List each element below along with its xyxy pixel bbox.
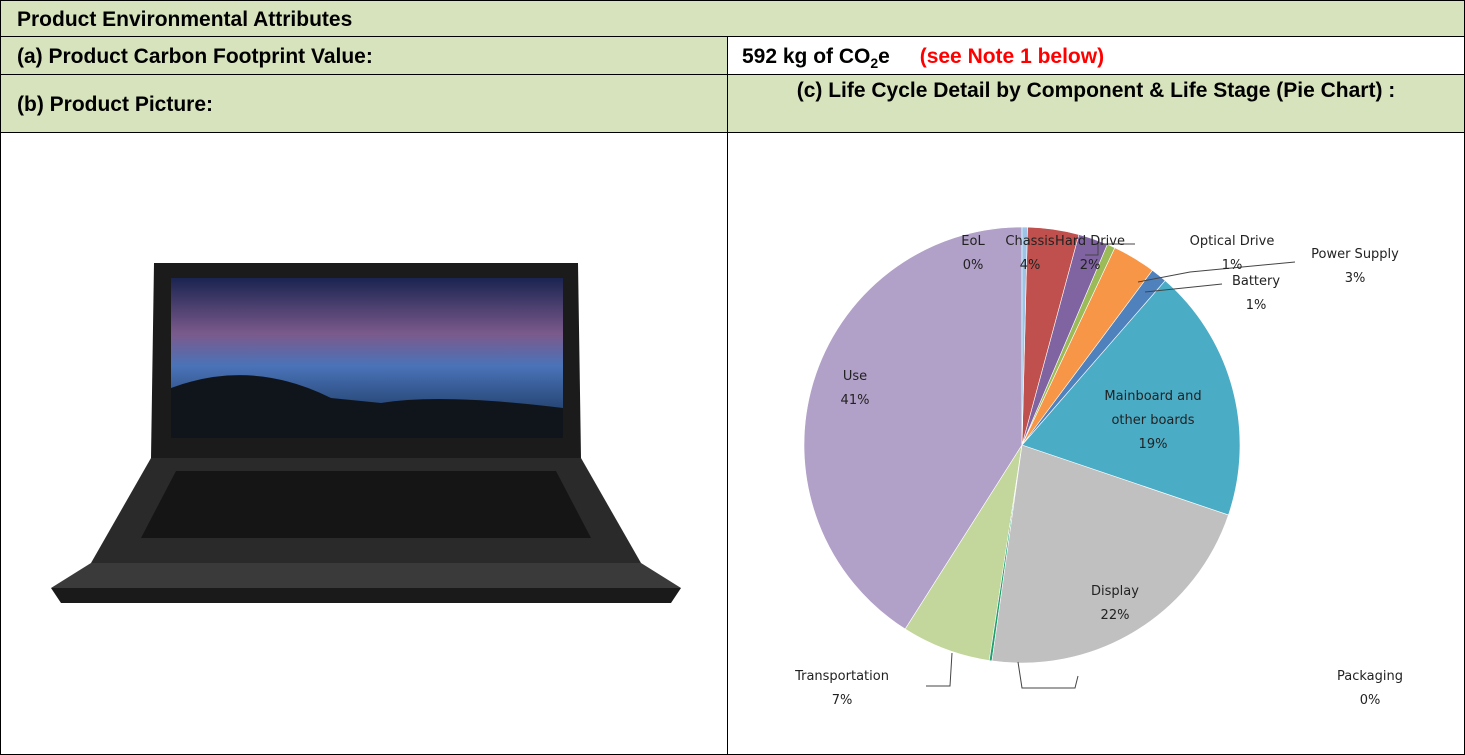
value-label: 1% (1221, 294, 1291, 318)
value-label: 2% (1045, 254, 1135, 278)
value-label: 0% (953, 254, 993, 278)
category-name: Transportation (782, 665, 902, 689)
pie-chart (0, 0, 1465, 755)
category-name: EoL (953, 230, 993, 254)
value-label: 7% (782, 689, 902, 713)
value-label: 22% (1075, 604, 1155, 628)
category-name: Mainboard and other boards (1088, 385, 1218, 433)
category-name: Packaging (1325, 665, 1415, 689)
category-name: Optical Drive (1177, 230, 1287, 254)
category-name: Hard Drive (1045, 230, 1135, 254)
category-name: Use (825, 365, 885, 389)
value-label: 41% (825, 389, 885, 413)
category-name: Battery (1221, 270, 1291, 294)
category-name: Power Supply (1300, 243, 1410, 267)
page: Product Environmental Attributes (a) Pro… (0, 0, 1465, 755)
value-label: 3% (1300, 267, 1410, 291)
value-label: 0% (1325, 689, 1415, 713)
category-name: Display (1075, 580, 1155, 604)
value-label: 19% (1088, 433, 1218, 457)
